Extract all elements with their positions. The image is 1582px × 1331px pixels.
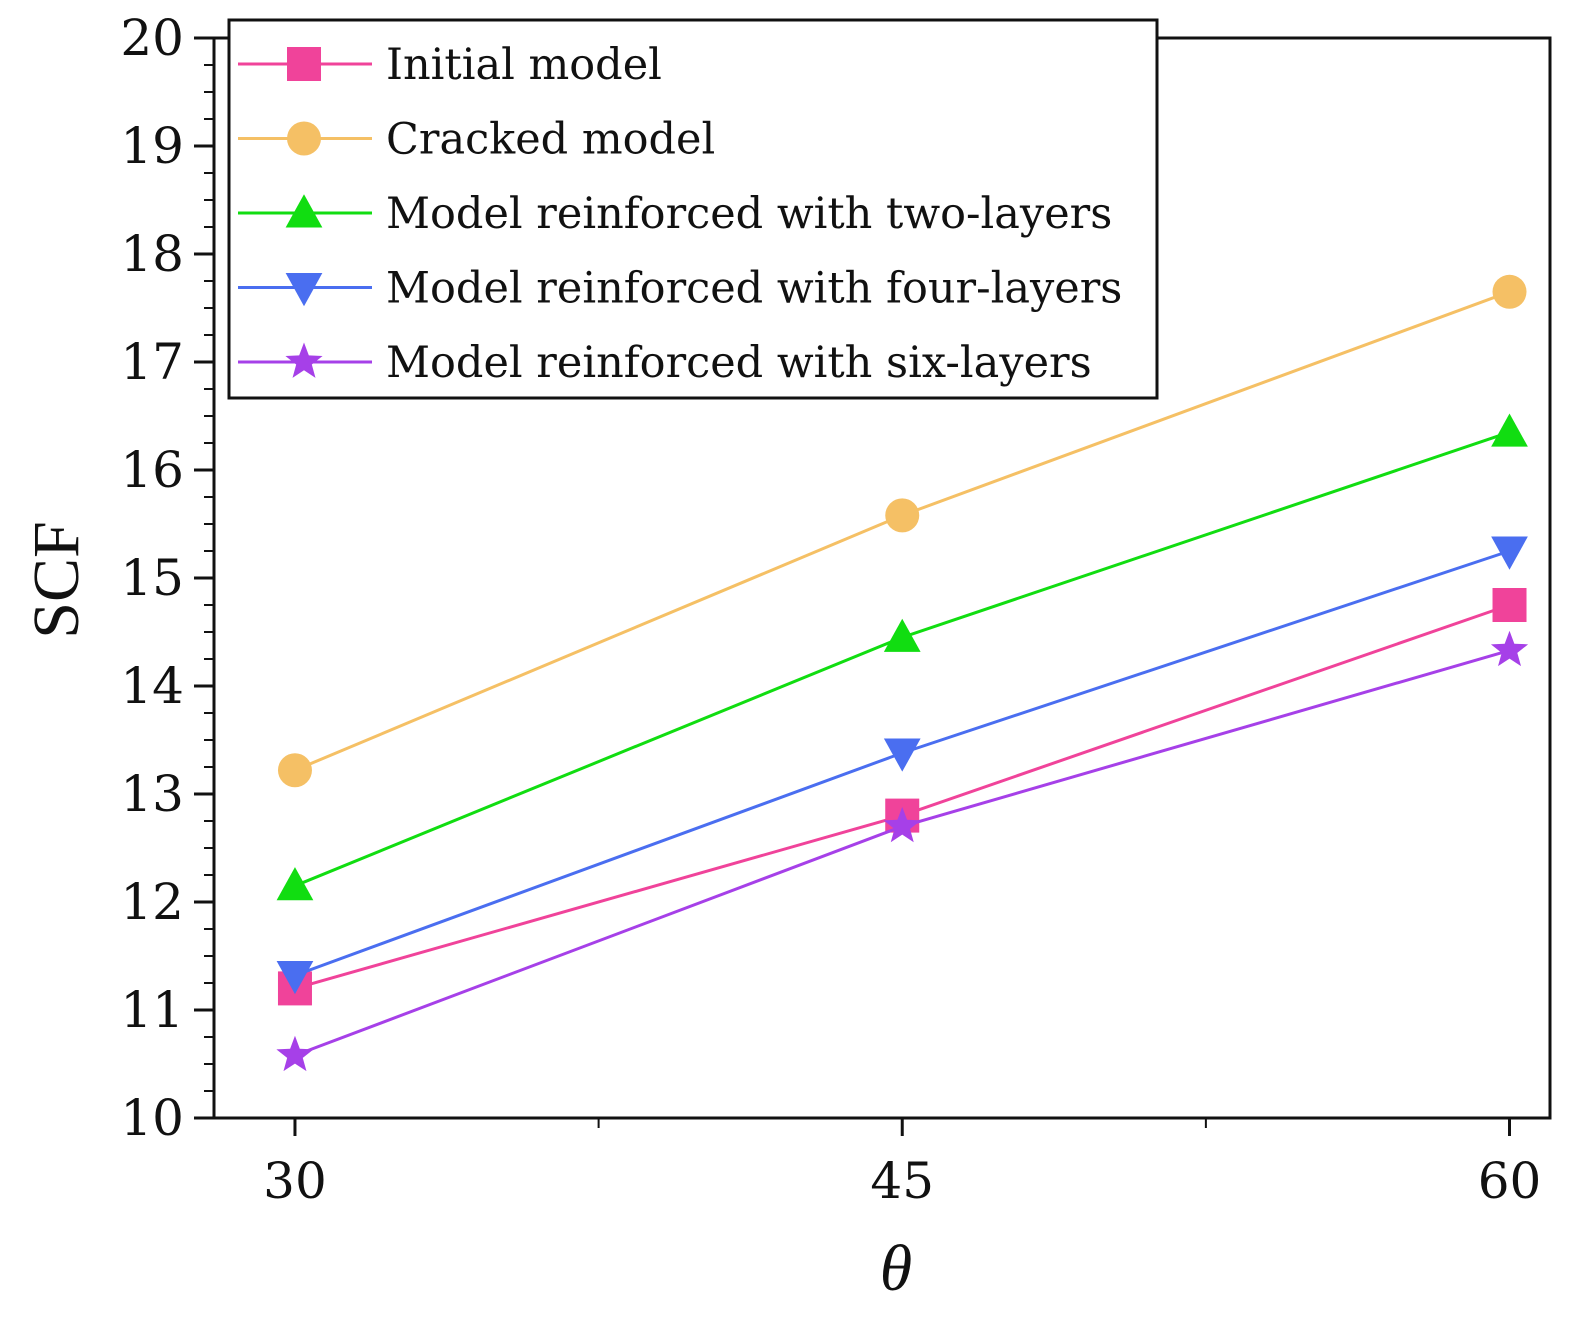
data-point (1492, 274, 1527, 309)
legend-marker (285, 273, 323, 307)
legend-box (227, 18, 1159, 400)
legend-marker (285, 342, 323, 378)
data-point (883, 618, 921, 652)
legend-label: Model reinforced with two-layers (386, 189, 1112, 239)
axes: SCF θ 10 11 12 13 14 15 16 17 18 19 20 30 45 60 (20, 9, 1552, 1305)
legend-marker (287, 47, 321, 81)
legend-marker (287, 121, 321, 156)
legend-label: Model reinforced with four-layers (386, 264, 1122, 314)
y-axis-title: SCF (20, 521, 93, 638)
data-point (883, 806, 921, 843)
y-tick-label: 20 (120, 9, 184, 67)
data-point (1492, 588, 1527, 622)
y-tick-label: 11 (120, 981, 184, 1039)
legend: Initial model Cracked model Model reinforc… (227, 18, 1159, 400)
legend-label: Cracked model (386, 115, 715, 165)
x-tick-label: 45 (870, 1152, 934, 1210)
legend-label: Model reinforced with six-layers (386, 338, 1092, 388)
y-tick-label: 14 (120, 657, 184, 715)
x-tick-label: 30 (263, 1152, 327, 1210)
data-point (1491, 413, 1528, 447)
y-tick-label: 18 (120, 225, 184, 283)
y-tick-label: 17 (120, 333, 184, 391)
x-axis-title: θ (880, 1232, 912, 1305)
plot-area (276, 274, 1529, 1072)
legend-entry-5: Model reinforced with six-layers (238, 338, 1092, 388)
y-tick-label: 15 (120, 549, 184, 607)
y-tick-label: 12 (120, 873, 184, 931)
x-tick-label: 60 (1478, 1152, 1542, 1210)
data-point (1490, 630, 1529, 667)
legend-entry-3: Model reinforced with two-layers (238, 189, 1112, 239)
data-point (1491, 536, 1528, 570)
data-point (277, 753, 312, 788)
y-tick-label: 13 (120, 765, 184, 823)
series-line (294, 603, 1510, 990)
series-3 (276, 413, 1528, 901)
legend-entry-1: Initial model (238, 40, 662, 90)
data-point (276, 960, 314, 995)
series-5 (276, 630, 1529, 1072)
series-4 (276, 536, 1528, 995)
data-point (883, 738, 921, 772)
y-tick-label: 10 (120, 1089, 184, 1147)
series-2 (277, 274, 1527, 788)
legend-entry-2: Cracked model (238, 115, 715, 165)
series-line (294, 648, 1510, 1057)
legend-entry-4: Model reinforced with four-layers (238, 264, 1122, 314)
legend-label: Initial model (386, 40, 662, 90)
data-point (276, 867, 314, 901)
data-point (885, 498, 920, 533)
y-tick-label: 16 (120, 441, 184, 499)
y-tick-label: 19 (120, 117, 184, 175)
legend-marker (285, 194, 323, 228)
data-point (276, 1035, 314, 1072)
